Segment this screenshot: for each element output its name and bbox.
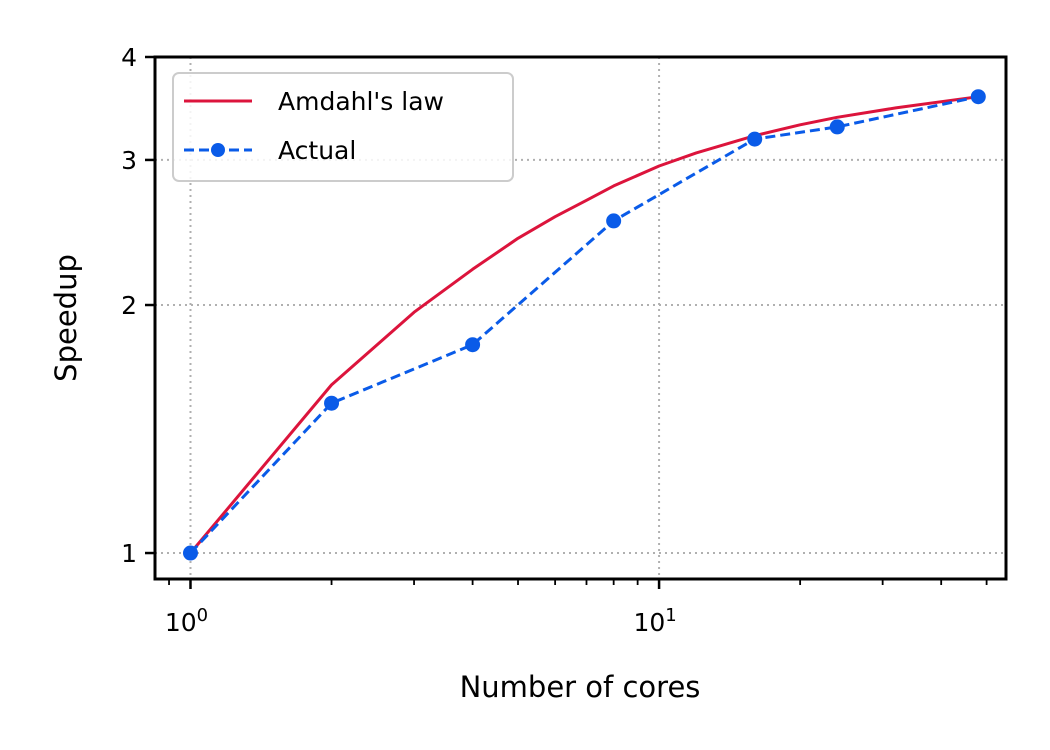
legend-box <box>172 72 514 182</box>
grid-layer <box>155 57 1006 579</box>
legend-label-amdahl: Amdahl's law <box>278 87 444 116</box>
y-tick-label: 3 <box>121 146 137 175</box>
y-tick-label: 4 <box>121 43 137 72</box>
tick-layer: 1 2 3 4 100 101 <box>121 43 988 637</box>
data-point-actual <box>182 545 198 561</box>
data-point-actual <box>829 119 845 135</box>
data-point-actual <box>747 131 763 147</box>
y-axis-label: Speedup <box>49 254 83 382</box>
series-line-amdahl-s-law <box>189 95 979 554</box>
y-tick-label: 2 <box>121 291 137 320</box>
x-axis-label: Number of cores <box>460 670 701 704</box>
legend-label-actual: Actual <box>278 136 356 165</box>
legend-marker-actual <box>211 143 225 157</box>
data-point-actual <box>970 89 986 105</box>
data-point-actual <box>465 337 481 353</box>
legend: Amdahl's law Actual <box>172 72 514 182</box>
y-tick-label: 1 <box>121 539 137 568</box>
x-tick-label: 101 <box>633 605 676 637</box>
data-point-actual <box>324 395 340 411</box>
x-tick-label: 100 <box>165 605 208 637</box>
data-point-actual <box>606 213 622 229</box>
series-layer <box>182 89 986 561</box>
plot-frame <box>153 55 1008 581</box>
